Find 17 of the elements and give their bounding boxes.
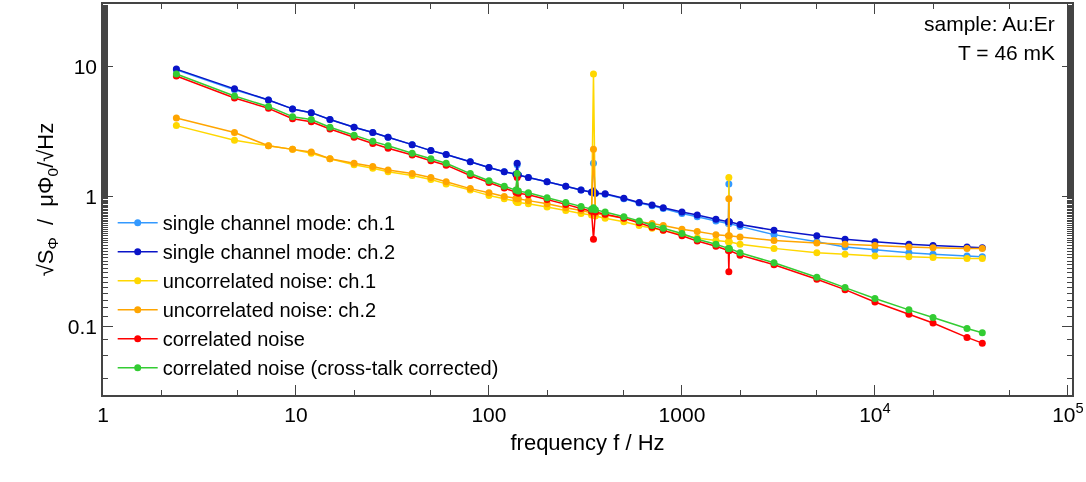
y-tick-label: 10 [73,54,98,78]
legend-label: uncorrelated noise: ch.2 [162,299,377,322]
x-tick-label: 100 [471,402,507,426]
y-tick-label: 1 [85,184,98,208]
x-tick-label: 10$^{4}$ [859,400,891,426]
annotation: T = 46 mK [958,41,1056,64]
legend-label: correlated noise [162,328,305,351]
x-tick-label: 1000 [658,402,706,426]
x-axis-title: frequency f / Hz [510,430,665,456]
legend-label: correlated noise (cross-talk corrected) [162,357,499,380]
x-tick-label: 10$^{5}$ [1052,400,1084,426]
legend-label: single channel mode: ch.1 [162,212,396,235]
x-tick-label: 10 [284,402,308,426]
legend-label: uncorrelated noise: ch.1 [162,270,377,293]
annotation: sample: Au:Er [924,12,1055,35]
y-tick-label: 0.1 [67,315,98,339]
legend-label: single channel mode: ch.2 [162,241,396,264]
